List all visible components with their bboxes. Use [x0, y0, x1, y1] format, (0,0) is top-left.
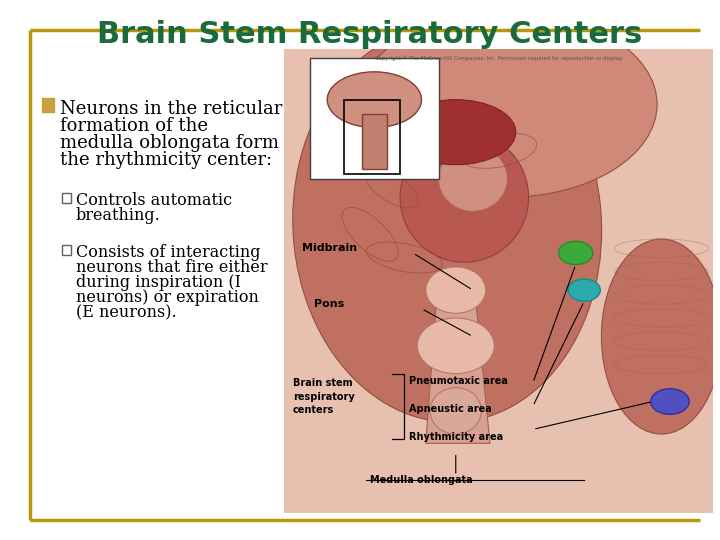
- Ellipse shape: [651, 389, 689, 414]
- Text: Apneustic area: Apneustic area: [409, 404, 491, 414]
- Ellipse shape: [601, 239, 720, 434]
- Ellipse shape: [426, 267, 486, 313]
- Bar: [42, 98, 54, 112]
- Text: Copyright © The McGraw-Hill Companies, Inc. Permission required for reproduction: Copyright © The McGraw-Hill Companies, I…: [374, 56, 623, 61]
- Text: Brain stem
respiratory
centers: Brain stem respiratory centers: [293, 379, 355, 415]
- Bar: [62, 245, 71, 255]
- Ellipse shape: [357, 11, 657, 197]
- Bar: [344, 100, 400, 174]
- Ellipse shape: [293, 28, 602, 422]
- Ellipse shape: [430, 388, 482, 434]
- Bar: [310, 58, 438, 179]
- Text: during inspiration (I: during inspiration (I: [76, 274, 241, 291]
- Text: Neurons in the reticular: Neurons in the reticular: [60, 100, 282, 118]
- Text: Midbrain: Midbrain: [302, 244, 356, 253]
- Polygon shape: [426, 272, 490, 443]
- Text: Controls automatic: Controls automatic: [76, 192, 232, 209]
- Text: Rhythmicity area: Rhythmicity area: [409, 432, 503, 442]
- Ellipse shape: [568, 279, 600, 301]
- Ellipse shape: [400, 132, 528, 262]
- Bar: [62, 193, 71, 203]
- Text: (E neurons).: (E neurons).: [76, 304, 176, 321]
- Text: formation of the: formation of the: [60, 117, 208, 135]
- Bar: [361, 113, 387, 170]
- Ellipse shape: [396, 100, 516, 165]
- Text: medulla oblongata form: medulla oblongata form: [60, 134, 279, 152]
- Text: Brain Stem Respiratory Centers: Brain Stem Respiratory Centers: [97, 20, 643, 49]
- Text: Pneumotaxic area: Pneumotaxic area: [409, 376, 508, 386]
- Text: breathing.: breathing.: [76, 207, 161, 224]
- Ellipse shape: [328, 72, 421, 127]
- Text: Pons: Pons: [315, 299, 345, 309]
- Text: neurons that fire either: neurons that fire either: [76, 259, 268, 276]
- Ellipse shape: [417, 318, 495, 374]
- Ellipse shape: [559, 241, 593, 265]
- Text: neurons) or expiration: neurons) or expiration: [76, 289, 259, 306]
- Text: Medulla oblongata: Medulla oblongata: [370, 476, 473, 485]
- Ellipse shape: [438, 146, 507, 211]
- Text: the rhythmicity center:: the rhythmicity center:: [60, 151, 272, 169]
- Text: Consists of interacting: Consists of interacting: [76, 244, 261, 261]
